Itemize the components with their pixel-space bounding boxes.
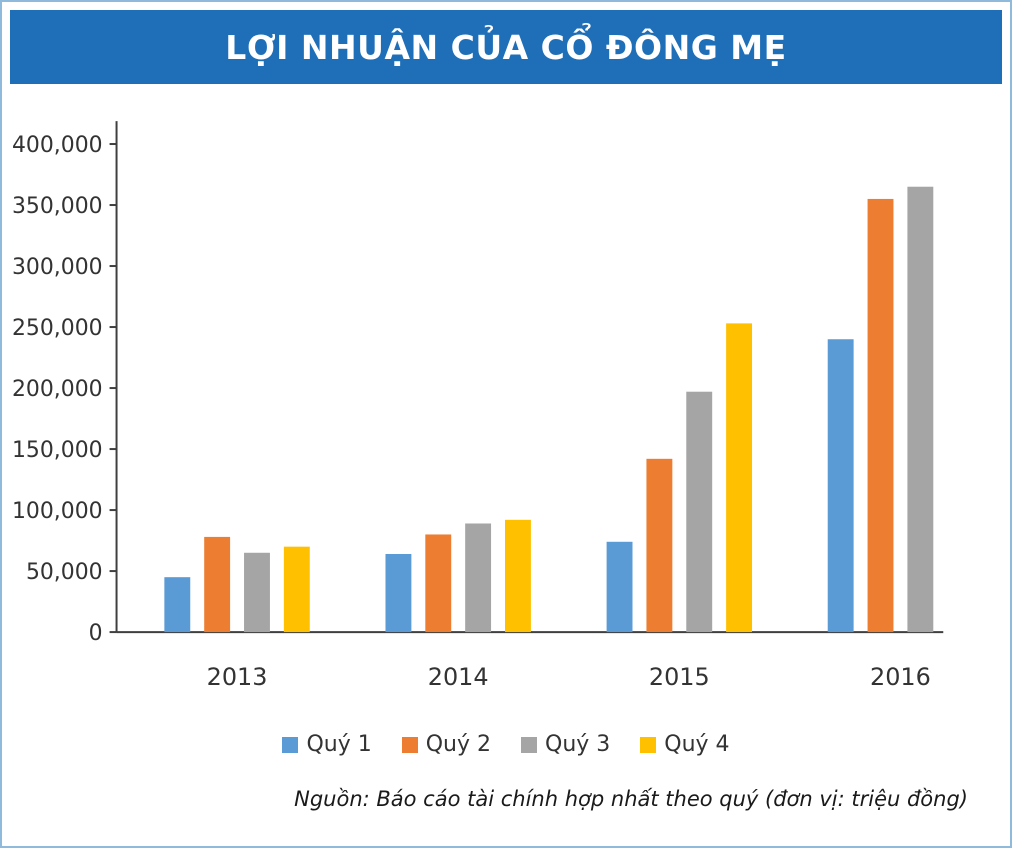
y-axis-label: 0: [89, 621, 103, 646]
legend-swatch: [282, 736, 299, 753]
chart-area: 0 50,000 100,000 150,000 200,000 250,000 300,0…: [2, 96, 1010, 706]
bar-quý-3-2015: [686, 391, 713, 633]
legend-item: Quý 3: [521, 732, 610, 757]
legend-label: Quý 2: [425, 732, 491, 757]
x-axis-label: 2014: [428, 663, 489, 691]
legend-label: Quý 4: [664, 732, 730, 757]
bar-quý-1-2013: [164, 577, 191, 633]
legend-swatch: [640, 736, 657, 753]
y-axis-label: 300,000: [12, 255, 103, 280]
y-axis-label: 250,000: [12, 316, 103, 341]
chart-title-banner: LỢI NHUẬN CỦA CỔ ĐÔNG MẸ: [10, 10, 1002, 84]
y-axis-label: 100,000: [12, 499, 103, 524]
bar-quý-2-2013: [204, 536, 231, 633]
legend-label: Quý 3: [545, 732, 611, 757]
bar-quý-4-2015: [726, 323, 753, 633]
bar-quý-4-2013: [283, 546, 310, 633]
bar-quý-3-2016: [907, 186, 934, 633]
legend-swatch: [401, 736, 418, 753]
chart-title: LỢI NHUẬN CỦA CỔ ĐÔNG MẸ: [225, 27, 787, 67]
x-axis-label: 2015: [649, 663, 710, 691]
bar-quý-4-2014: [505, 519, 531, 633]
legend-swatch: [521, 736, 537, 753]
y-axis-label: 200,000: [12, 377, 103, 402]
bar-quý-1-2015: [606, 541, 633, 633]
bar-quý-2-2015: [646, 458, 673, 633]
x-axis-label: 2016: [870, 663, 931, 691]
legend: Quý 1 Quý 2 Quý 3 Quý 4: [2, 732, 1010, 757]
legend-label: Quý 1: [306, 732, 372, 757]
bar-quý-2-2014: [425, 534, 452, 633]
bar-quý-3-2014: [465, 523, 492, 633]
y-axis-label: 350,000: [12, 194, 103, 219]
bar-quý-1-2016: [827, 339, 854, 633]
y-axis-label: 50,000: [26, 560, 103, 585]
source-note: Nguồn: Báo cáo tài chính hợp nhất theo q…: [294, 787, 968, 811]
x-axis-label: 2013: [207, 663, 268, 691]
bar-chart: 0 50,000 100,000 150,000 200,000 250,000 300,0…: [12, 121, 944, 691]
legend-item: Quý 1: [282, 732, 372, 757]
bar-quý-2-2016: [867, 198, 894, 633]
bar-quý-1-2014: [385, 553, 412, 633]
bar-quý-3-2013: [244, 552, 270, 633]
y-axis-label: 400,000: [12, 133, 103, 158]
y-axis-label: 150,000: [12, 438, 103, 463]
legend-item: Quý 2: [401, 732, 491, 757]
legend-item: Quý 4: [640, 732, 730, 757]
